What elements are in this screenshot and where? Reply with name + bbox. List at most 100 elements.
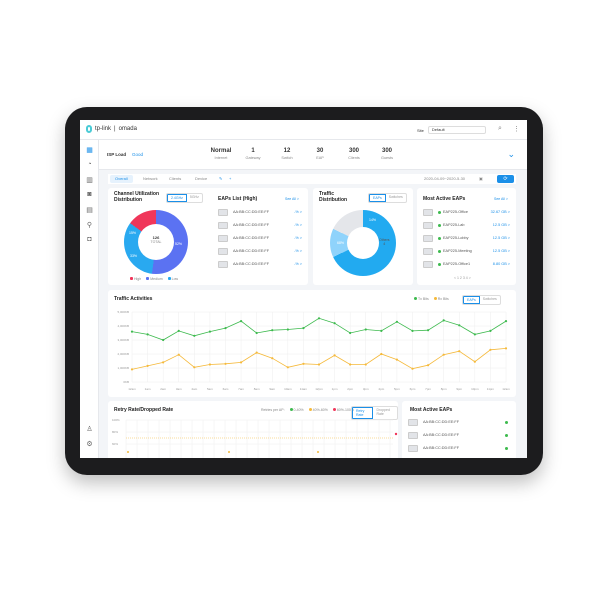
edit-icon[interactable]: ✎ [219,176,223,181]
location-icon[interactable]: ⚲ [86,222,93,229]
list-item[interactable]: EAP225-Office 32.67 GB > [423,206,510,218]
tab-clients[interactable]: Clients [169,176,182,181]
more-icon[interactable]: ⋮ [513,126,520,133]
x-tick-label: 11am [300,387,308,391]
pagination[interactable]: < 1 2 3 4 > [454,276,471,280]
top-bar: tp-link | omada Site Default ⌕ ⋮ [80,120,527,140]
data-point [489,348,492,351]
camera-icon[interactable]: ◘ [87,236,92,243]
insights-icon[interactable]: ▤ [86,207,93,214]
tab-network[interactable]: Network [143,176,158,181]
data-point [193,334,196,337]
data-point [394,432,398,436]
x-tick-label: 10am [284,387,292,391]
slice-label-switch: 14% [369,218,377,222]
add-tab-icon[interactable]: + [229,176,232,181]
x-tick-label: 9am [269,387,275,391]
y-tick-label: 5,000KB [117,310,129,314]
list-item[interactable]: AA:BB:CC:DD:EE:FF -% > [218,232,302,244]
data-point [380,352,383,356]
map-icon[interactable]: ▥ [86,177,93,184]
date-range[interactable]: 2020-04-09~2020-5-30 [424,176,466,181]
device-mac: AA:BB:CC:DD:EE:FF [233,262,270,266]
calendar-icon[interactable]: ▣ [479,176,483,181]
retry-toggle[interactable]: Retry Rate Dropped Rate [351,406,398,420]
see-all-link[interactable]: See All > [285,197,299,201]
sidebar: ▦ ◔ ▥ ◙ ▤ ⚲ ◘ ♙ ⚙ [80,140,99,458]
most-active-eaps-bottom-card: Most Active EAPs AA:BB:CC:DD:EE:FF AA:BB:… [402,401,516,458]
list-item[interactable]: AA:BB:CC:DD:EE:FF -% > [218,258,302,270]
data-point [442,353,445,356]
data-point [130,330,134,333]
data-point [130,368,134,371]
device-icon [423,247,433,255]
device-value[interactable]: -% > [294,223,302,227]
chevron-down-icon[interactable]: ⌄ [507,149,515,159]
data-point [349,331,352,335]
slice-label-others: Others 4 [379,238,390,246]
device-value[interactable]: -% > [294,210,302,214]
data-point [317,451,319,453]
x-tick-label: 3pm [363,387,369,391]
x-tick-label: 3am [176,387,182,391]
settings-icon[interactable]: ⚙ [86,441,93,448]
data-point [302,362,305,365]
tab-device[interactable]: Device [195,176,208,181]
device-icon [423,234,433,242]
device-value[interactable]: -% > [294,249,302,253]
list-item[interactable]: AA:BB:CC:DD:EE:FF -% > [218,245,302,257]
device-icon [408,431,418,439]
dashboard-icon[interactable]: ▦ [86,147,93,154]
refresh-button[interactable]: ⟳ [497,175,514,183]
statistics-icon[interactable]: ◔ [87,161,92,168]
device-traffic[interactable]: 12.5 GB > [492,236,510,240]
traffic-dist-toggle[interactable]: EAPs Switches [368,193,407,203]
data-point [364,363,367,366]
data-point [411,367,414,370]
see-all-link[interactable]: See All > [494,197,508,201]
list-item[interactable]: EAP225-Lobby 12.5 GB > [423,232,510,244]
data-point [224,362,227,365]
list-item[interactable]: EAP225-Lab 12.5 GB > [423,219,510,231]
device-value[interactable]: -% > [294,236,302,240]
list-item[interactable]: EAP225-Office1 8.80 GB > [423,258,510,270]
device-mac: AA:BB:CC:DD:EE:FF [233,236,270,240]
device-traffic[interactable]: 12.5 GB > [492,249,510,253]
retry-chart: 100% 80% 60% [112,418,398,458]
device-mac: AA:BB:CC:DD:EE:FF [423,420,460,424]
list-item[interactable]: AA:BB:CC:DD:EE:FF [408,416,510,428]
data-point [271,357,274,360]
tab-bar: Overall Network Clients Device ✎ + 2020-… [108,174,516,184]
device-value[interactable]: -% > [294,262,302,266]
device-icon [218,247,228,255]
stat-clients: 300 Clients [348,148,360,160]
list-item[interactable]: AA:BB:CC:DD:EE:FF -% > [218,219,302,231]
y-tick-label: 2,000KB [117,352,129,356]
traffic-toggle[interactable]: EAPs Switches [462,295,501,305]
site-selector[interactable]: Site Default [417,126,486,134]
device-traffic[interactable]: 8.80 GB > [492,262,510,266]
x-tick-label: 2am [160,387,166,391]
stat-switch: 12 Switch [281,148,293,160]
data-point [127,451,129,453]
summary-bar: ISP Load Good Normal Internet 1 Gateway 12… [99,140,527,170]
most-active-eaps-card: Most Active EAPs See All > EAP225-Office… [417,188,516,285]
device-traffic[interactable]: 32.67 GB > [490,210,510,214]
data-point [317,317,321,320]
list-item[interactable]: AA:BB:CC:DD:EE:FF -% > [218,206,302,218]
account-icon[interactable]: ♙ [86,426,93,433]
list-item[interactable]: AA:BB:CC:DD:EE:FF [408,429,510,441]
search-icon[interactable]: ⌕ [498,125,502,132]
online-status-icon [438,249,441,253]
data-point [239,361,243,364]
isp-load-label: ISP Load [107,152,127,157]
device-traffic[interactable]: 12.5 GB > [492,223,510,227]
list-item[interactable]: AA:BB:CC:DD:EE:FF [408,442,510,454]
stat-internet: Normal Internet [210,148,232,160]
list-item[interactable]: EAP225-Meeting 12.5 GB > [423,245,510,257]
tab-overall[interactable]: Overall [110,175,133,183]
devices-icon[interactable]: ◙ [87,191,92,198]
band-toggle[interactable]: 2.4GHz 5GHz [166,193,203,203]
y-tick-label: 80% [112,430,118,434]
x-tick-label: 12pm [315,387,323,391]
